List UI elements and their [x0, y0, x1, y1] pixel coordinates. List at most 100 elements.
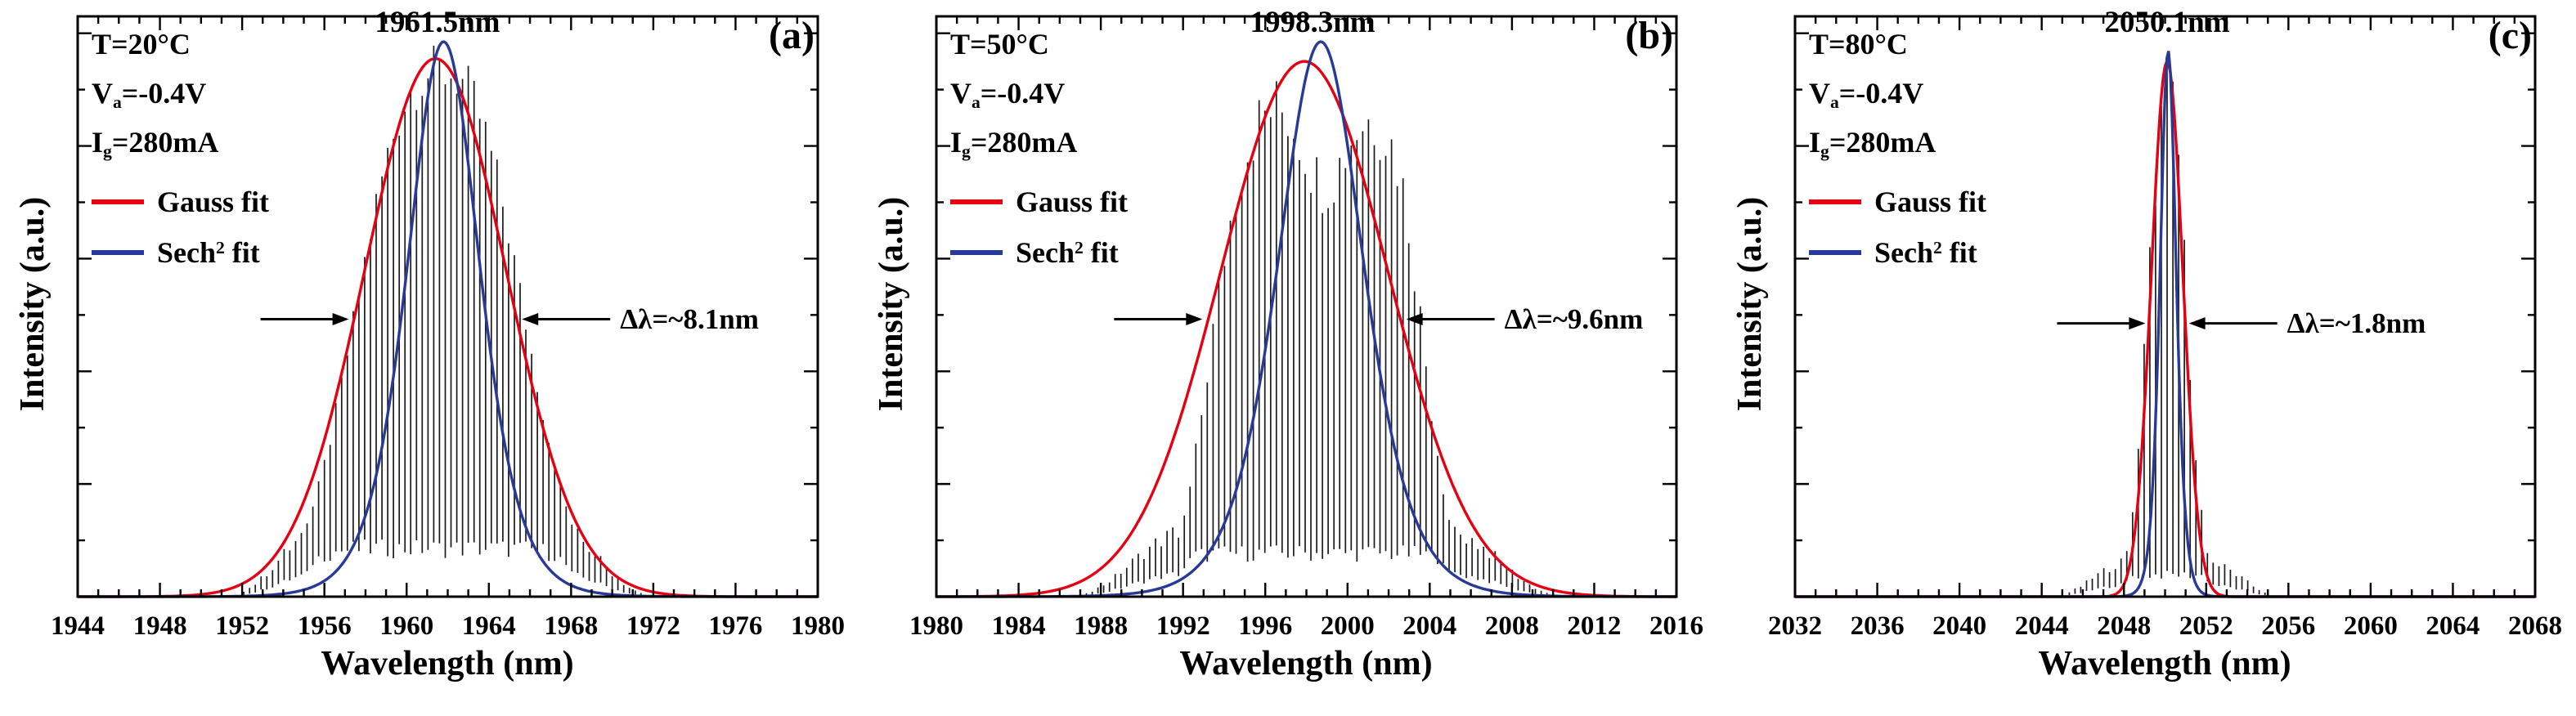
x-tick-labels: 1980 1984 1988 1992 1996 2000 2004 2008 2012 2016: [909, 611, 1703, 641]
legend-label-sech2-fit: Sech2 fit: [1016, 235, 1119, 270]
x-axis-label: Wavelength (nm): [1179, 645, 1433, 682]
panel-letter: (c): [2488, 14, 2532, 57]
legend-text-base: Gauss: [157, 186, 235, 218]
svg-text:2000: 2000: [1321, 611, 1375, 641]
legend-text-rest: fit: [1941, 236, 1977, 269]
svg-text:2068: 2068: [2508, 611, 2562, 641]
spectrum-panel: 1944 1948 1952 1956 1960 1964 1968 1972 1976 1980…: [0, 0, 859, 716]
condition-subscript: a: [972, 92, 981, 113]
legend-text-rest: fit: [234, 186, 270, 218]
svg-text:2060: 2060: [2344, 611, 2398, 641]
comb-spectrum: [1085, 81, 1548, 596]
plot-frame: [935, 15, 1678, 598]
svg-text:1980: 1980: [909, 611, 963, 641]
legend-item-sech2-fit: Sech2 fit: [92, 227, 269, 278]
condition-symbol: V: [92, 77, 113, 110]
svg-text:1968: 1968: [544, 611, 598, 641]
condition-symbol: V: [1809, 77, 1830, 110]
condition-subscript: a: [1830, 92, 1839, 113]
condition-value: =-0.4V: [1838, 77, 1924, 110]
conditions-block: T=50°C Va=-0.4V Ig=280mA Gauss fit Sech2…: [950, 20, 1128, 278]
legend-text-rest: fit: [1083, 236, 1119, 269]
condition-temperature: T=80°C: [1809, 20, 1986, 69]
svg-text:2016: 2016: [1649, 611, 1703, 641]
x-axis-label: Wavelength (nm): [321, 645, 574, 682]
legend-label-gauss-fit: Gauss fit: [1016, 185, 1128, 219]
svg-text:1948: 1948: [133, 611, 187, 641]
legend-label-gauss-fit: Gauss fit: [157, 185, 269, 219]
peak-wavelength-label: 1998.3nm: [1250, 6, 1376, 39]
legend-text-base: Sech: [1016, 236, 1075, 269]
legend-text-rest: fit: [224, 236, 260, 269]
legend-superscript: 2: [1075, 238, 1084, 258]
condition-voltage: Va=-0.4V: [950, 69, 1128, 118]
plot-svg: 1980 1984 1988 1992 1996 2000 2004 2008 2012 2016: [909, 15, 1703, 641]
condition-temperature: T=50°C: [950, 20, 1128, 69]
svg-text:1992: 1992: [1156, 611, 1210, 641]
legend-item-gauss-fit: Gauss fit: [950, 177, 1128, 227]
condition-current: Ig=280mA: [950, 118, 1128, 167]
svg-text:1984: 1984: [992, 611, 1046, 641]
svg-text:2036: 2036: [1851, 611, 1905, 641]
svg-text:2052: 2052: [2179, 611, 2233, 641]
svg-text:2012: 2012: [1567, 611, 1621, 641]
legend-label-sech2-fit: Sech2 fit: [1874, 235, 1977, 270]
legend-text-base: Sech: [157, 236, 216, 269]
legend-label-gauss-fit: Gauss fit: [1874, 185, 1986, 219]
condition-symbol: T: [950, 28, 971, 60]
fwhm-delta-lambda-label: Δλ=~1.8nm: [2287, 307, 2426, 339]
svg-text:2056: 2056: [2261, 611, 2315, 641]
x-tick-labels: 2032 2036 2040 2044 2048 2052 2056 2060 2064 2068: [1768, 611, 2562, 641]
condition-symbol: I: [950, 126, 963, 159]
condition-subscript: g: [962, 141, 971, 162]
svg-text:1944: 1944: [51, 611, 105, 641]
condition-current: Ig=280mA: [92, 118, 269, 167]
svg-text:1956: 1956: [298, 611, 352, 641]
comb-spectrum: [2068, 60, 2266, 596]
condition-value: =280mA: [1829, 126, 1936, 159]
condition-value: =-0.4V: [121, 77, 207, 110]
svg-text:1988: 1988: [1074, 611, 1128, 641]
svg-text:1964: 1964: [462, 611, 516, 641]
condition-current: Ig=280mA: [1809, 118, 1986, 167]
y-axis-label: Intensity (a.u.): [14, 196, 52, 412]
fwhm-arrows: [1114, 313, 1495, 326]
legend-text-rest: fit: [1093, 186, 1129, 218]
panel-letter: (b): [1625, 14, 1673, 57]
legend-swatch-gauss-line: [92, 199, 144, 204]
plot-svg: 2032 2036 2040 2044 2048 2052 2056 2060 2064 2068: [1768, 15, 2562, 641]
condition-subscript: g: [1820, 141, 1829, 162]
plot-svg: 1944 1948 1952 1956 1960 1964 1968 1972 1976 1980: [51, 15, 845, 641]
y-axis-label: Intensity (a.u.): [873, 196, 910, 412]
condition-subscript: a: [113, 92, 122, 113]
condition-symbol: T: [1809, 28, 1829, 60]
legend-swatch-gauss-line: [950, 199, 1003, 204]
condition-value: =80°C: [1829, 28, 1908, 60]
condition-value: =-0.4V: [980, 77, 1066, 110]
legend-item-sech2-fit: Sech2 fit: [950, 227, 1128, 278]
legend-item-sech2-fit: Sech2 fit: [1809, 227, 1986, 278]
legend-text-base: Gauss: [1874, 186, 1952, 218]
y-axis-label: Intensity (a.u.): [1731, 196, 1769, 412]
legend-swatch-sech2-line: [92, 250, 144, 255]
legend-item-gauss-fit: Gauss fit: [92, 177, 269, 227]
condition-value: =280mA: [970, 126, 1078, 159]
condition-subscript: g: [103, 141, 112, 162]
svg-text:2008: 2008: [1485, 611, 1539, 641]
svg-text:1976: 1976: [708, 611, 762, 641]
svg-text:2064: 2064: [2426, 611, 2480, 641]
plot-frame: [1793, 15, 2537, 598]
svg-text:1972: 1972: [626, 611, 680, 641]
conditions-block: T=20°C Va=-0.4V Ig=280mA Gauss fit Sech2…: [92, 20, 269, 278]
spectrum-panel: 1980 1984 1988 1992 1996 2000 2004 2008 2012 2016…: [859, 0, 1717, 716]
condition-symbol: I: [1809, 126, 1821, 159]
condition-symbol: I: [92, 126, 104, 159]
condition-symbol: T: [92, 28, 112, 60]
condition-value: =280mA: [111, 126, 219, 159]
condition-temperature: T=20°C: [92, 20, 269, 69]
legend-label-sech2-fit: Sech2 fit: [157, 235, 260, 270]
legend-text-rest: fit: [1951, 186, 1987, 218]
peak-wavelength-label: 2050.1nm: [2104, 6, 2230, 39]
svg-text:2048: 2048: [2097, 611, 2151, 641]
